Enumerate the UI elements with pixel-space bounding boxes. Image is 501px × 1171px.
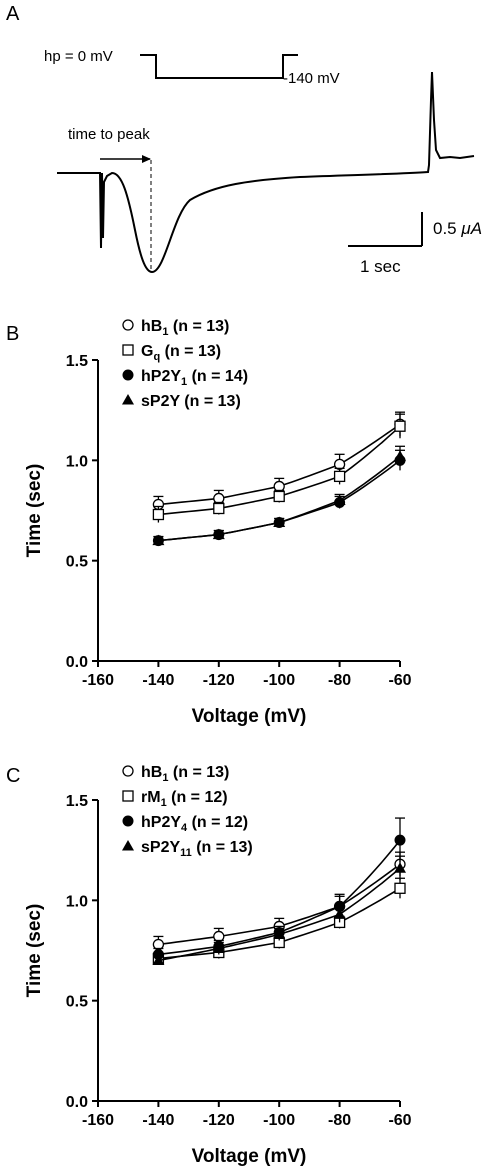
x-tick-label: -120	[203, 672, 235, 689]
chart-c: 0.0 0.5 1.0 1.5 -160 -140 -120 -100 -80 -60 Voltag…	[24, 764, 412, 1167]
x-tick-label: -80	[328, 672, 351, 689]
scale-bar-current-label: 0.5 μA	[433, 219, 482, 238]
y-tick-label: 0.5	[66, 994, 88, 1011]
legend-label: sP2Y11 (n = 13)	[141, 839, 253, 859]
x-axis-label: Voltage (mV)	[192, 706, 307, 727]
data-point	[333, 470, 346, 483]
data-point	[212, 942, 225, 953]
legend-label: rM1 (n = 12)	[141, 789, 228, 809]
legend-marker	[122, 319, 134, 331]
data-point	[152, 954, 165, 966]
data-point	[273, 490, 285, 503]
time-to-peak-label: time to peak	[68, 126, 150, 143]
data-point	[394, 834, 406, 846]
data-point	[333, 908, 346, 919]
x-tick-label: -140	[142, 672, 174, 689]
x-tick-label: -60	[388, 1112, 411, 1129]
series-4	[152, 855, 406, 966]
legend-marker	[122, 840, 134, 851]
x-tick-label: -160	[82, 1112, 114, 1129]
legend-label: sP2Y (n = 13)	[141, 393, 241, 410]
data-point	[212, 528, 225, 540]
series-4	[152, 445, 406, 546]
data-point	[394, 862, 406, 873]
data-point	[333, 494, 346, 505]
y-tick-label: 0.5	[66, 554, 88, 571]
legend-marker	[122, 369, 134, 381]
x-tick-label: -120	[203, 1112, 235, 1129]
current-trace	[57, 71, 475, 274]
x-tick-label: -100	[263, 672, 295, 689]
y-tick-label: 1.0	[66, 453, 88, 470]
data-point	[394, 882, 406, 894]
scale-bar-time-label: 1 sec	[360, 257, 401, 276]
x-tick-label: -60	[388, 672, 411, 689]
voltage-protocol	[140, 54, 298, 79]
data-point	[213, 502, 225, 515]
legend-label: hB1 (n = 13)	[141, 318, 229, 338]
data-point	[394, 450, 406, 461]
data-point	[152, 508, 165, 521]
y-tick-label: 1.5	[66, 793, 88, 810]
y-axis-label: Time (sec)	[24, 904, 45, 998]
x-axis-label: Voltage (mV)	[192, 1146, 307, 1167]
y-tick-label: 1.0	[66, 893, 88, 910]
y-tick-label: 1.5	[66, 353, 88, 370]
voltage-step-trace	[140, 54, 298, 79]
y-tick-label: 0.0	[66, 1094, 88, 1111]
legend-label: hP2Y1 (n = 14)	[141, 368, 248, 388]
data-point	[152, 534, 165, 546]
x-tick-label: -80	[328, 1112, 351, 1129]
step-potential-label: -140 mV	[283, 70, 340, 87]
panel-label-c: C	[6, 765, 20, 787]
x-tick-label: -140	[142, 1112, 174, 1129]
y-axis-label: Time (sec)	[24, 464, 45, 558]
legend-marker	[122, 344, 134, 356]
legend-marker	[122, 765, 134, 777]
holding-potential-label: hp = 0 mV	[44, 48, 113, 65]
y-tick-label: 0.0	[66, 654, 88, 671]
legend-marker	[122, 815, 134, 827]
x-tick-label: -100	[263, 1112, 295, 1129]
legend-marker	[122, 790, 134, 802]
data-point	[273, 928, 286, 939]
arrowhead-icon	[142, 155, 151, 163]
legend-label: Gq (n = 13)	[141, 343, 221, 363]
panel-label-b: B	[6, 323, 19, 345]
chart-b: 0.0 0.5 1.0 1.5 -160 -140 -120 -100 -80 -60 Voltag…	[24, 318, 412, 727]
legend-label: hB1 (n = 13)	[141, 764, 229, 784]
data-point	[394, 420, 406, 432]
panel-label-a: A	[6, 3, 20, 25]
series-2	[152, 413, 406, 523]
legend-label: hP2Y4 (n = 12)	[141, 814, 248, 834]
data-point	[273, 516, 286, 528]
legend-marker	[122, 394, 134, 405]
x-tick-label: -160	[82, 672, 114, 689]
